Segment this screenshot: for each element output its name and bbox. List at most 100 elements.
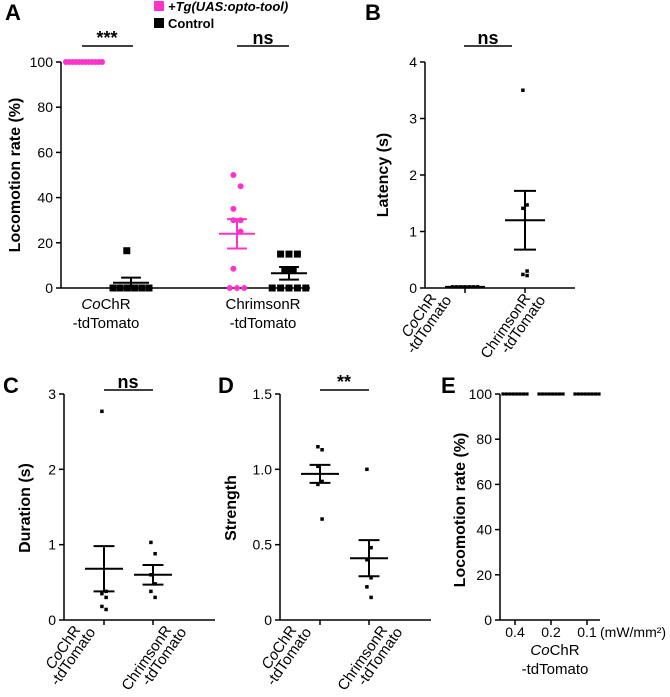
panel-a-series-4-point: [302, 284, 310, 292]
panel-e-unit: (mW/mm²): [600, 624, 666, 640]
panel-e-group-label: CoChR: [530, 642, 579, 659]
panel-d-ytick-label: 1.5: [253, 386, 273, 402]
panel-c-ytick-label: 1: [48, 537, 56, 553]
panel-b-ytick-label: 3: [409, 111, 417, 127]
panel-a-marks: [63, 59, 310, 292]
legend-swatch-control: [154, 18, 164, 28]
panel-a-series-2-point: [116, 284, 124, 292]
panel-a-series-3-point: [230, 172, 237, 178]
panel-a-sig-2: ns: [252, 28, 273, 48]
panel-d-cat-1-point: [316, 464, 320, 469]
panel-a-series-4-point: [268, 284, 276, 292]
panel-d: D Strength 00.51.01.5 ** CoChR -tdTomato…: [218, 372, 431, 694]
panel-d-cat-2-point: [369, 545, 373, 550]
panel-a-series-4-point: [289, 266, 297, 274]
panel-b-axes: 0 1 2 3 4: [409, 54, 575, 296]
panel-d-cat-2-point: [365, 557, 369, 562]
panel-d-ylabel: Strength: [223, 475, 240, 541]
panel-a-series-4-point: [285, 284, 293, 292]
panel-b-cat-2-point: [525, 273, 529, 278]
panel-a-series-4-point: [277, 284, 285, 292]
panel-c-cat-1-point: [100, 604, 104, 609]
panel-c-cat-1-point: [100, 409, 104, 414]
panel-e-ytick-label: 80: [476, 431, 492, 447]
legend-label-control: Control: [168, 16, 214, 31]
panel-e-axes: 0 20 40 60 80 100: [469, 386, 600, 628]
panel-e-group-label-line2: -tdTomato: [522, 661, 589, 678]
panel-b-ytick-label: 0: [409, 280, 417, 296]
panel-a-series-3-point: [230, 205, 237, 212]
panel-d-ytick-label: 0.5: [253, 537, 273, 553]
panel-d-cat-2-point: [365, 585, 369, 589]
panel-a-ylabel: Locomotion rate (%): [7, 98, 24, 253]
panel-a: A Locomotion rate (%) 0 20 40 60 80 100 CoChR…: [5, 0, 310, 332]
panel-e-ylabel: Locomotion rate (%): [452, 433, 469, 588]
panel-d-cat-2-point: [369, 595, 373, 600]
panel-c-ytick-label: 2: [48, 461, 56, 477]
panel-a-series-2-point: [145, 284, 153, 292]
panel-b-cat-2-point: [521, 272, 525, 277]
panel-e-xtick-label: 0.4: [505, 624, 525, 640]
panel-e-marks: 0.4 0.2 0.1: [501, 392, 601, 640]
panel-b-ytick-label: 4: [409, 54, 417, 70]
panel-a-series-3-point: [241, 285, 248, 291]
panel-b-sig: ns: [477, 28, 498, 48]
panel-c-cat-2-point: [149, 540, 153, 545]
panel-d-cat-1-point: [316, 444, 320, 449]
panel-a-ytick-label: 0: [45, 280, 53, 296]
panel-a-series-4-point: [293, 250, 301, 258]
panel-a-ytick-label: 40: [37, 190, 53, 206]
panel-b-ytick-label: 1: [409, 224, 417, 240]
panel-e-xtick-label: 0.2: [541, 624, 561, 640]
panel-letter-a: A: [5, 0, 21, 25]
panel-e-ytick-label: 0: [484, 612, 492, 628]
panel-d-ytick-label: 0: [264, 612, 272, 628]
legend-swatch-opto: [154, 1, 164, 11]
panel-c-cat-2-point: [153, 595, 157, 600]
panel-letter-c: C: [3, 373, 19, 398]
panel-b-cat-2-point: [521, 88, 525, 92]
legend-label-opto: +Tg(UAS:opto-tool): [168, 0, 288, 14]
panel-b-marks: [445, 88, 545, 289]
panel-e-xtick-label: 0.1: [577, 624, 597, 640]
panel-e-ytick-label: 100: [469, 386, 493, 402]
panel-a-series-3-point: [237, 183, 244, 190]
panel-a-series-2-point: [109, 284, 117, 292]
panel-a-group-1-label-line2: -tdTomato: [73, 315, 140, 332]
panel-a-ytick-label: 20: [37, 235, 53, 251]
panel-c-sig: ns: [117, 372, 138, 392]
panel-c-cat-2-point: [153, 551, 157, 556]
panel-c-marks: [85, 409, 172, 612]
panel-a-ytick-label: 80: [37, 99, 53, 115]
panel-d-cat-2-point: [365, 467, 369, 472]
panel-b-cat-2-point: [521, 206, 525, 211]
panel-b-ytick-label: 2: [409, 167, 417, 183]
panel-c-cat-2-point: [149, 589, 153, 594]
panel-a-sig-1: ***: [96, 28, 117, 48]
panel-d-cat-2-point: [369, 576, 373, 580]
panel-d-sig: **: [337, 372, 351, 392]
panel-a-series-4-point: [293, 284, 301, 292]
panel-d-axes: 0 0.5 1.0 1.5: [253, 386, 431, 628]
panel-a-series-4-point: [281, 266, 289, 274]
panel-d-cat-1-point: [316, 482, 320, 487]
panel-letter-e: E: [441, 373, 456, 398]
panel-a-axes: 0 20 40 60 80 100: [30, 54, 310, 296]
panel-d-cat-1-point: [320, 479, 324, 484]
panel-c-cat-1-point: [104, 595, 108, 600]
panel-c-cat-1-point: [100, 591, 104, 596]
panel-d-ytick-label: 1.0: [253, 461, 273, 477]
panel-a-series-4-point: [285, 250, 293, 258]
panel-a-ytick-label: 60: [37, 144, 53, 160]
panel-a-group-1-label: CoChR: [81, 296, 130, 313]
panel-d-cat-1-point: [320, 517, 324, 521]
panel-a-series-2-point: [138, 284, 146, 292]
panel-b-cat-2-point: [525, 203, 529, 207]
panel-c-cat-1-point: [104, 607, 108, 612]
panel-d-cat-1-point: [320, 447, 324, 452]
panel-a-series-3-point: [234, 285, 240, 291]
panel-a-series-3-point: [226, 285, 233, 291]
